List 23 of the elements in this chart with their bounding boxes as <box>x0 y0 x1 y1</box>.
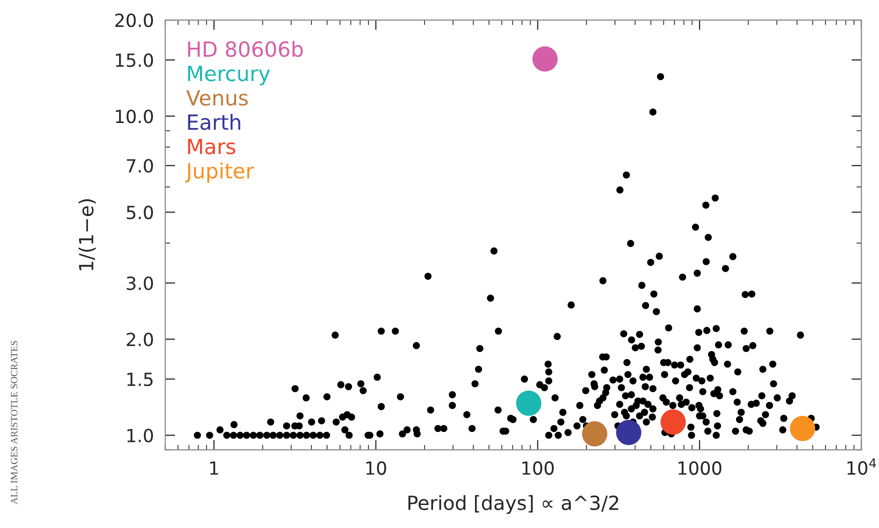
y-tick-label: 10.0 <box>116 110 153 124</box>
text: ALL IMAGES ARISTOTLE SOCRATES <box>10 341 18 504</box>
y-tick-label: 5.0 <box>126 206 153 220</box>
y-tick-label: 3.0 <box>126 276 153 290</box>
x-tick-label: 1000 <box>678 461 722 475</box>
y-tick-label: 20.0 <box>115 14 153 28</box>
text: Jupiter <box>185 162 254 183</box>
x-tick-label: 10 <box>366 461 386 475</box>
text: Mars <box>188 138 236 154</box>
y-tick-label: 1.0 <box>127 428 153 442</box>
y-tick-label: 1.5 <box>127 372 153 386</box>
text: HD 80606b <box>188 40 303 58</box>
x-axis-title: Period [days] ∝ a^3/2 <box>408 495 618 514</box>
text: Mercury <box>188 66 270 86</box>
x-tick-label: 100 <box>522 461 554 475</box>
text: Earth <box>188 114 240 130</box>
x-tick-label: 10$^{4}$ <box>848 458 876 475</box>
y-tick-label: 15.0 <box>116 53 153 68</box>
y-axis-title: 1/(1−e) <box>78 199 96 270</box>
text: Venus <box>186 90 248 106</box>
y-tick-label: 7.0 <box>126 159 153 173</box>
y-tick-label: 2.0 <box>126 332 153 346</box>
x-tick-label: 1 <box>210 462 218 475</box>
